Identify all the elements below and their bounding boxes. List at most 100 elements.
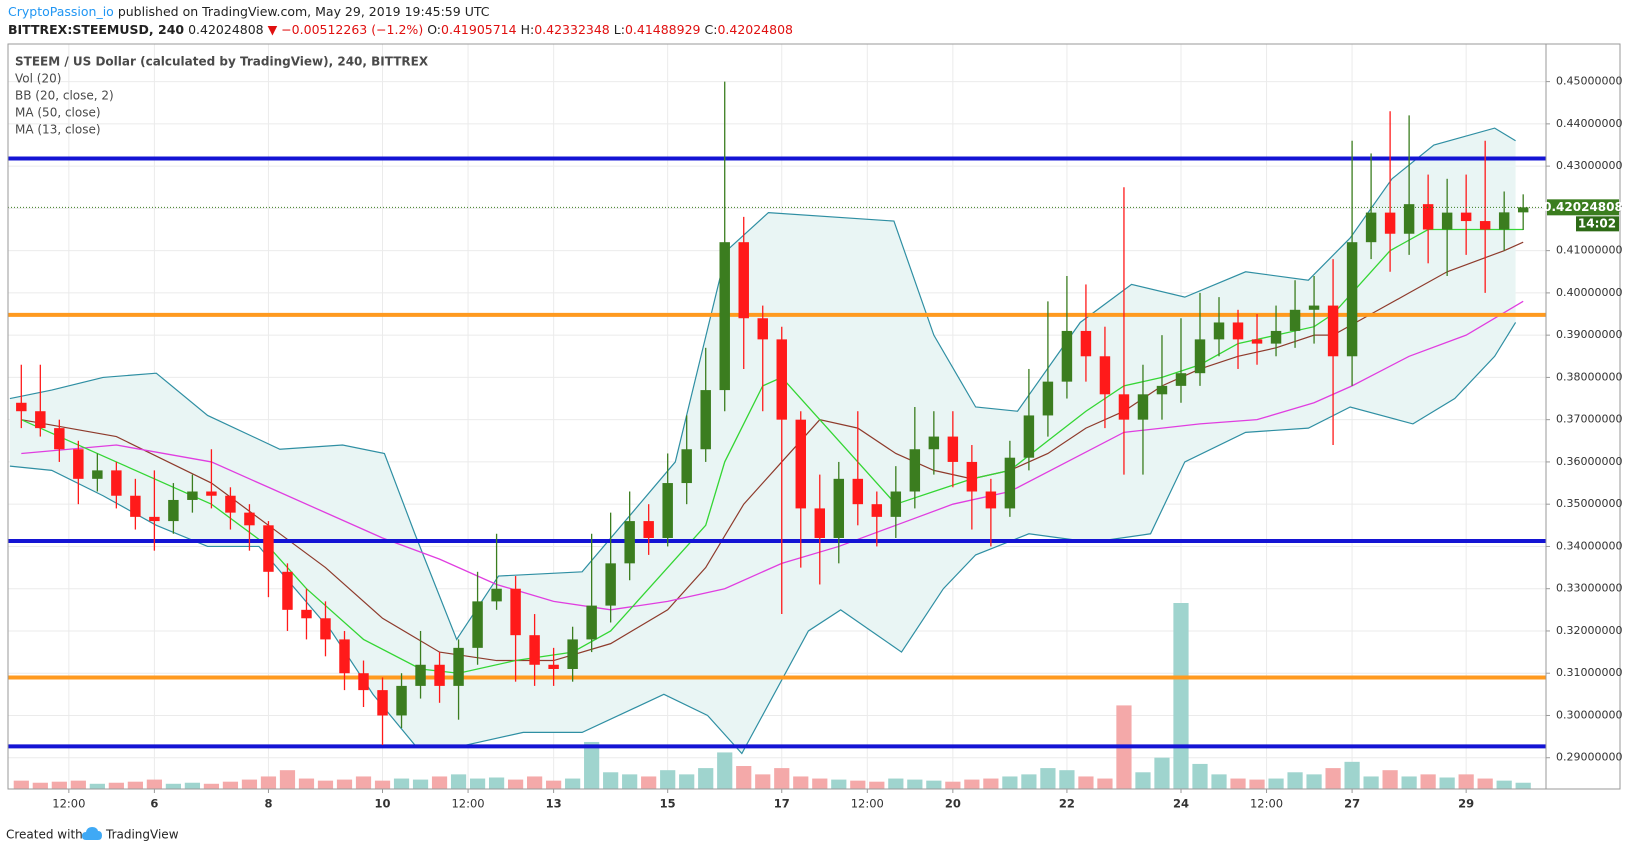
x-tick-label: 29 (1458, 797, 1474, 811)
candle-body (73, 449, 84, 479)
candle-body (947, 436, 959, 462)
volume-bar (945, 781, 961, 789)
volume-bar (888, 778, 904, 789)
candle-body (1251, 339, 1263, 344)
volume-bar (907, 779, 923, 789)
candle-body (16, 402, 27, 412)
x-tick-label: 22 (1059, 797, 1075, 811)
x-tick-label: 12:00 (451, 797, 484, 811)
bb-upper (9, 127, 1516, 641)
volume-bar (32, 782, 48, 789)
volume-bar (222, 781, 239, 789)
candle-body (1479, 221, 1491, 230)
candle-body (662, 483, 673, 538)
volume-bar (1249, 779, 1265, 789)
volume-bar (317, 780, 334, 789)
volume-bar (127, 781, 143, 789)
volume-bar (13, 780, 29, 789)
candle-body (1346, 242, 1358, 357)
bb-fill (9, 128, 1516, 754)
volume-bar (1496, 780, 1512, 789)
ma-line (21, 300, 1524, 611)
legend-item: Vol (20) (15, 72, 61, 86)
volume-bar (1192, 763, 1208, 789)
candle-body (966, 461, 978, 492)
x-tick-label: 12:00 (52, 797, 85, 811)
plot-area (8, 81, 1546, 789)
volume-bar (184, 782, 201, 789)
y-tick-label: 0.36000000 (1556, 455, 1622, 468)
footer-brand[interactable]: TradingView (105, 828, 179, 842)
footer-text: Created with (6, 828, 83, 842)
volume-bar (1021, 774, 1037, 789)
candle-body (1213, 322, 1225, 340)
c-value: 0.42024808 (717, 22, 793, 37)
candle-body (1175, 373, 1187, 386)
volume-bar (51, 781, 67, 789)
change: ▼ −0.00512263 (−1.2%) (268, 22, 424, 37)
candle-body (1384, 212, 1396, 234)
legend-item: MA (50, close) (15, 106, 101, 120)
candle-body (1289, 309, 1301, 331)
footer[interactable]: Created with TradingView (6, 827, 179, 842)
volume-bar (527, 776, 543, 789)
candle-body (415, 664, 426, 686)
volume-bar (260, 776, 277, 789)
logo (82, 827, 102, 840)
candle-body (358, 673, 369, 691)
countdown-box (1576, 216, 1619, 232)
candle-body (168, 499, 179, 522)
candle-body (396, 685, 407, 716)
volume-bar (469, 778, 486, 789)
candle-body (1422, 204, 1434, 230)
y-tick-label: 0.35000000 (1556, 497, 1622, 510)
author[interactable]: CryptoPassion_io (8, 4, 114, 19)
volume-bar (1002, 776, 1018, 789)
x-tick-label: 10 (375, 797, 391, 811)
volume-bar (355, 776, 372, 789)
volume-bar (507, 779, 524, 789)
volume-bar (641, 776, 657, 789)
volume-bar (241, 779, 258, 789)
candle-body (700, 390, 711, 450)
candle-body (491, 588, 502, 602)
volume-bar (774, 768, 790, 789)
candle-body (320, 618, 331, 640)
symbol: BITTREX:STEEMUSD, 240 (8, 22, 184, 37)
volume-bar (755, 774, 771, 789)
candle-body (567, 639, 578, 669)
volume-bar (698, 768, 714, 789)
candle-body (624, 521, 635, 564)
x-tick-label: 12:00 (1250, 797, 1283, 811)
candle-body (890, 491, 902, 517)
volume-bar (203, 783, 220, 789)
candle-body (1365, 212, 1377, 243)
x-tick-label: 17 (774, 797, 790, 811)
candle-body (1061, 330, 1073, 382)
volume-bar (983, 778, 999, 789)
frame (7, 43, 1621, 790)
ma-line (21, 228, 1524, 674)
volume-bar (603, 772, 619, 789)
candle-body (1327, 305, 1339, 357)
volume-bar (584, 741, 600, 789)
candle-body (282, 571, 293, 610)
volume-bar (736, 766, 752, 789)
volume-bar (450, 774, 467, 789)
volume-bar (1344, 761, 1360, 789)
candle-body (1308, 305, 1320, 310)
volume-bar (717, 752, 733, 789)
volume-bar (793, 776, 809, 789)
volume-bar (546, 780, 562, 789)
candle-body (1517, 207, 1529, 213)
volume-bar (1477, 778, 1493, 789)
candle-body (1137, 394, 1149, 420)
legend: STEEM / US Dollar (calculated by Trading… (15, 55, 429, 137)
volume-bar (1382, 770, 1398, 789)
y-tick-label: 0.33000000 (1556, 582, 1622, 595)
candle-body (54, 428, 65, 450)
chart-title: STEEM / US Dollar (calculated by Trading… (15, 55, 429, 69)
candle-body (529, 635, 540, 665)
l-value: 0.41488929 (625, 22, 701, 37)
